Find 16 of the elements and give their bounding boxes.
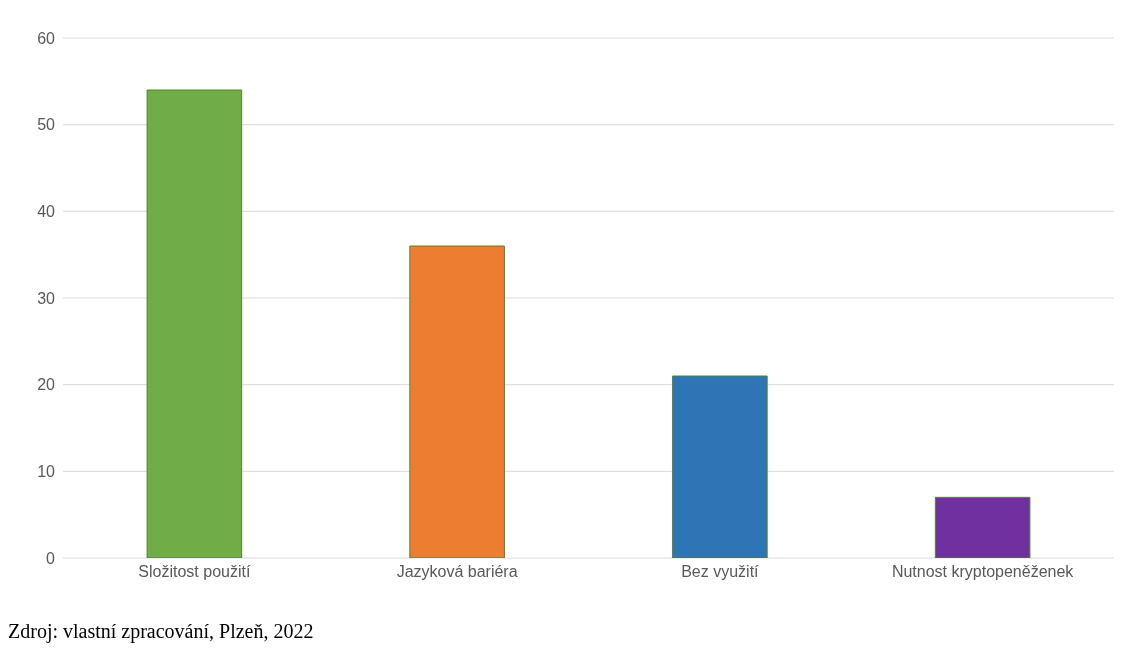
y-tick-label: 60 <box>37 29 56 47</box>
text: Zdroj: vlastní zpracování, Plzeň, 2022 <box>8 620 315 643</box>
x-tick-label: Jazyková bariéra <box>396 563 518 581</box>
x-tick-label: Složitost použití <box>138 563 251 581</box>
y-tick-label: 30 <box>37 289 56 307</box>
x-tick-label: Nutnost kryptopeněženek <box>891 563 1075 581</box>
bar <box>146 89 243 558</box>
y-tick-label: 10 <box>37 463 56 481</box>
x-tick-label: Bez využití <box>681 563 760 581</box>
bar <box>672 375 768 558</box>
y-tick-label: 20 <box>37 376 56 394</box>
bar <box>934 496 1031 558</box>
y-tick-label: 0 <box>46 549 56 567</box>
y-tick-label: 40 <box>37 203 56 221</box>
y-tick-label: 50 <box>37 116 56 134</box>
bar <box>409 245 505 558</box>
